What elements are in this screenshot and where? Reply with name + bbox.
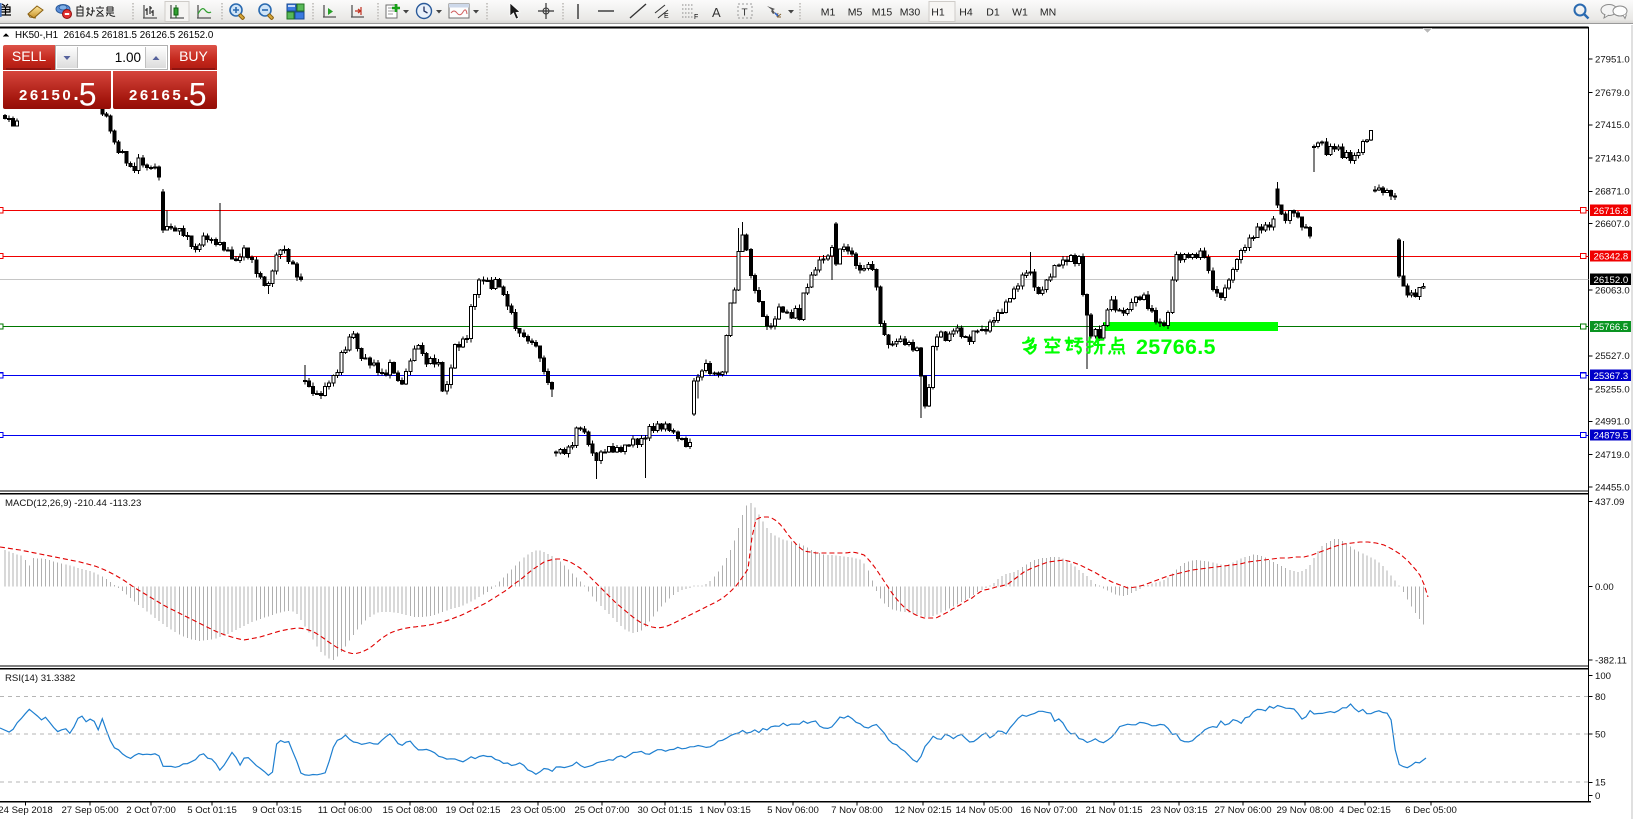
svg-text:11 Oct 06:00: 11 Oct 06:00 [318, 805, 372, 816]
svg-text:W1: W1 [1012, 7, 1028, 19]
svg-text:5 Oct 01:15: 5 Oct 01:15 [187, 805, 237, 816]
svg-text:16 Nov 07:00: 16 Nov 07:00 [1020, 805, 1077, 816]
svg-text:25 Oct 07:00: 25 Oct 07:00 [575, 805, 630, 816]
svg-text:MACD(12,26,9) -210.44 -113.23: MACD(12,26,9) -210.44 -113.23 [5, 498, 141, 509]
svg-text:25255.0: 25255.0 [1595, 384, 1630, 395]
svg-text:H4: H4 [959, 7, 973, 19]
svg-text:23 Oct 05:00: 23 Oct 05:00 [511, 805, 566, 816]
svg-text:25527.0: 25527.0 [1595, 351, 1630, 362]
svg-text:14 Nov 05:00: 14 Nov 05:00 [955, 805, 1012, 816]
svg-text:27143.0: 27143.0 [1595, 154, 1630, 165]
svg-text:25766.5: 25766.5 [1594, 322, 1629, 333]
svg-text:26152.0: 26152.0 [1594, 275, 1629, 286]
svg-text:H1: H1 [931, 7, 945, 19]
svg-text:A: A [712, 5, 721, 20]
svg-text:437.09: 437.09 [1595, 497, 1624, 508]
svg-text:T: T [742, 8, 748, 19]
svg-text:12 Nov 02:15: 12 Nov 02:15 [894, 805, 951, 816]
svg-text:27951.0: 27951.0 [1595, 55, 1630, 66]
svg-text:19 Oct 02:15: 19 Oct 02:15 [446, 805, 501, 816]
svg-text:6 Dec 05:00: 6 Dec 05:00 [1405, 805, 1457, 816]
svg-text:25367.3: 25367.3 [1594, 371, 1629, 382]
svg-text:24455.0: 24455.0 [1595, 482, 1630, 493]
svg-text:M1: M1 [821, 7, 836, 19]
svg-text:50: 50 [1595, 729, 1606, 740]
svg-text:1 Nov 03:15: 1 Nov 03:15 [699, 805, 751, 816]
svg-text:26716.8: 26716.8 [1594, 206, 1629, 217]
svg-text:21 Nov 01:15: 21 Nov 01:15 [1085, 805, 1142, 816]
svg-text:24879.5: 24879.5 [1594, 431, 1629, 442]
svg-text:5 Nov 06:00: 5 Nov 06:00 [767, 805, 819, 816]
svg-text:MN: MN [1040, 7, 1056, 19]
svg-text:24991.0: 24991.0 [1595, 417, 1630, 428]
svg-text:27679.0: 27679.0 [1595, 88, 1630, 99]
svg-text:23 Nov 03:15: 23 Nov 03:15 [1150, 805, 1207, 816]
svg-text:7 Nov 08:00: 7 Nov 08:00 [831, 805, 883, 816]
svg-text:RSI(14) 31.3382: RSI(14) 31.3382 [5, 673, 75, 684]
svg-text:0: 0 [1595, 791, 1600, 802]
svg-text:9 Oct 03:15: 9 Oct 03:15 [252, 805, 302, 816]
svg-text:24 Sep 2018: 24 Sep 2018 [0, 805, 53, 816]
svg-text:26063.0: 26063.0 [1595, 286, 1630, 297]
svg-text:-382.11: -382.11 [1595, 656, 1627, 667]
svg-text:27 Sep 05:00: 27 Sep 05:00 [61, 805, 118, 816]
svg-text:M5: M5 [848, 7, 863, 19]
svg-text:27415.0: 27415.0 [1595, 120, 1630, 131]
svg-text:15: 15 [1595, 778, 1606, 789]
svg-text:M15: M15 [872, 7, 893, 19]
svg-text:26342.8: 26342.8 [1594, 252, 1629, 263]
svg-text:29 Nov 08:00: 29 Nov 08:00 [1276, 805, 1333, 816]
svg-text:0.00: 0.00 [1595, 582, 1614, 593]
svg-text:100: 100 [1595, 671, 1611, 682]
svg-text:24719.0: 24719.0 [1595, 450, 1630, 461]
svg-text:D1: D1 [986, 7, 1000, 19]
svg-text:HK50-,H1 26164.5 26181.5 2612: HK50-,H1 26164.5 26181.5 26126.5 26152.0 [15, 30, 214, 41]
svg-text:30 Oct 01:15: 30 Oct 01:15 [638, 805, 693, 816]
svg-text:2 Oct 07:00: 2 Oct 07:00 [126, 805, 176, 816]
svg-text:F: F [694, 14, 698, 21]
svg-text:27 Nov 06:00: 27 Nov 06:00 [1214, 805, 1271, 816]
svg-text:80: 80 [1595, 692, 1606, 703]
svg-text:M30: M30 [900, 7, 921, 19]
svg-text:E: E [664, 13, 669, 20]
svg-text:15 Oct 08:00: 15 Oct 08:00 [383, 805, 438, 816]
svg-text:26871.0: 26871.0 [1595, 187, 1630, 198]
svg-text:25766.5: 25766.5 [1136, 335, 1216, 359]
svg-text:4 Dec 02:15: 4 Dec 02:15 [1339, 805, 1391, 816]
svg-text:26607.0: 26607.0 [1595, 219, 1630, 230]
